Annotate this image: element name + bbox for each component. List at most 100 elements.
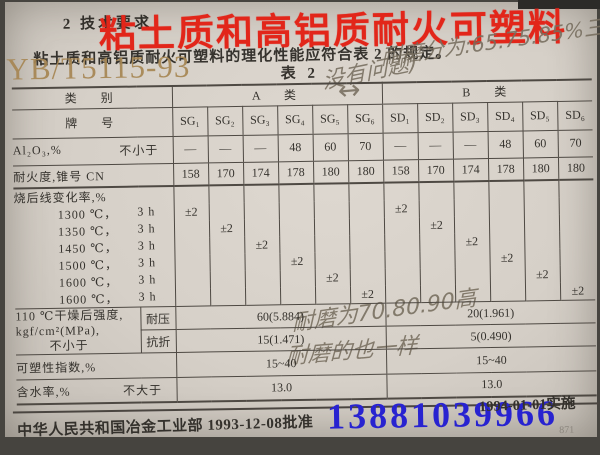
temperature-label-cell: 1600 ℃， 3 h [15, 288, 176, 309]
page-number: 871 [559, 424, 575, 436]
tolerance-value-cell: ±2 [349, 285, 386, 304]
compressive-class-b: 20(1.961) [385, 299, 596, 327]
temperature-duration: 3 h [138, 272, 157, 287]
grade-header-cell: SG₂ [207, 105, 243, 136]
empty-cell [313, 183, 349, 202]
empty-cell [313, 201, 349, 219]
empty-cell [349, 234, 385, 253]
empty-cell [524, 248, 560, 267]
al2o3-value-cell: 60 [312, 133, 349, 161]
empty-cell [348, 217, 385, 236]
temperature-condition: 1600 ℃， [59, 291, 119, 307]
empty-cell [453, 199, 489, 217]
al2o3-label-cell: Al₂O₃,% 不小于 [12, 135, 174, 166]
empty-cell [349, 268, 385, 287]
standard-code-watermark: YB/T5115-93 [6, 48, 191, 87]
empty-cell [523, 179, 559, 199]
al2o3-value-cell: — [242, 134, 279, 162]
empty-cell [244, 253, 280, 271]
empty-cell [488, 198, 524, 217]
empty-cell [348, 182, 384, 202]
plasticity-class-b: 15~40 [385, 345, 597, 375]
grade-header-cell: SG₆ [347, 103, 383, 134]
empty-cell [419, 267, 455, 286]
grade-header-cell: SD₅ [522, 100, 558, 131]
al2o3-value-cell: 48 [487, 130, 523, 159]
empty-cell [279, 286, 316, 305]
empty-cell [279, 235, 315, 254]
al2o3-value-cell: 70 [557, 129, 594, 157]
temperature-duration: 3 h [137, 204, 156, 219]
paper-background [5, 2, 597, 437]
temperature-condition: 1450 ℃， [58, 240, 118, 256]
moisture-label: 含水率,% [16, 384, 71, 400]
empty-cell [175, 288, 211, 307]
grade-label: 牌 号 [12, 106, 173, 139]
category-label: 类 别 [11, 85, 173, 110]
empty-cell [208, 202, 244, 221]
empty-cell [454, 250, 490, 268]
properties-table: 类 别 A 类 B 类 牌 号 SG₁ SG₂ SG₃ SG₄ SG₅ SG₆ SD₁ SD₂… [11, 78, 597, 405]
empty-cell [489, 266, 525, 285]
empty-cell [523, 214, 560, 233]
compressive-class-a: 60(5.884) [175, 303, 386, 330]
al2o3-value-cell: — [172, 135, 209, 163]
empty-cell [208, 184, 244, 204]
empty-cell [210, 287, 246, 306]
empty-cell [278, 218, 315, 237]
empty-cell [384, 268, 420, 286]
temperature-duration: 3 h [137, 255, 157, 270]
empty-cell [209, 270, 245, 289]
al2o3-value-cell: — [417, 131, 454, 160]
temperature-condition: 1500 ℃， [58, 257, 119, 273]
photo-dark-corner [518, 0, 600, 9]
empty-cell [244, 287, 281, 306]
refractoriness-value-cell: 180 [522, 156, 559, 181]
tolerance-value-cell: ±2 [559, 282, 596, 301]
empty-cell [559, 248, 595, 266]
al2o3-qualifier: 不小于 [119, 143, 159, 158]
refractoriness-value-cell: 178 [488, 157, 524, 182]
grade-header-cell: SG₄ [277, 104, 313, 135]
moisture-label-cell: 含水率,% 不大于 [16, 377, 177, 404]
refractoriness-value-cell: 180 [557, 156, 594, 180]
refractoriness-value-cell: 180 [313, 160, 349, 184]
grade-header-cell: SG₁ [172, 106, 208, 136]
empty-cell [454, 284, 491, 303]
al2o3-label: Al₂O₃,% [12, 142, 62, 158]
refractoriness-value-cell: 158 [383, 159, 419, 183]
refractoriness-value-cell: 170 [418, 158, 454, 183]
refractoriness-value-cell: 178 [278, 160, 314, 185]
empty-cell [243, 219, 280, 237]
empty-cell [418, 181, 454, 201]
implementation-date: 1994-01-01实施 [478, 395, 576, 416]
empty-cell [173, 220, 210, 238]
empty-cell [384, 251, 420, 269]
al2o3-value-cell: 70 [347, 132, 384, 161]
empty-cell [174, 254, 210, 272]
empty-cell [488, 180, 524, 200]
empty-cell [314, 252, 350, 270]
approval-text: 中华人民共和国冶金工业部 1993-12-08批准 [17, 414, 314, 440]
refractoriness-value-cell: 174 [243, 161, 279, 185]
grade-header-cell: SD₃ [452, 102, 488, 132]
empty-cell [419, 284, 456, 303]
empty-cell [383, 217, 420, 235]
tolerance-value-cell: ±2 [279, 252, 315, 271]
empty-cell [174, 237, 210, 255]
empty-cell [349, 251, 385, 270]
empty-cell [418, 199, 454, 218]
refractoriness-value-cell: 170 [208, 161, 244, 186]
empty-cell [384, 285, 421, 304]
empty-cell [174, 271, 211, 289]
empty-cell [384, 234, 420, 252]
empty-cell [383, 182, 419, 201]
empty-cell [173, 185, 209, 204]
grade-header-cell: SG₅ [312, 104, 348, 134]
tolerance-value-cell: ±2 [208, 219, 245, 238]
empty-cell [278, 201, 314, 220]
tolerance-value-cell: ±2 [489, 249, 525, 268]
temperature-condition: 1350 ℃， [57, 223, 118, 239]
temperature-duration: 3 h [138, 289, 157, 304]
